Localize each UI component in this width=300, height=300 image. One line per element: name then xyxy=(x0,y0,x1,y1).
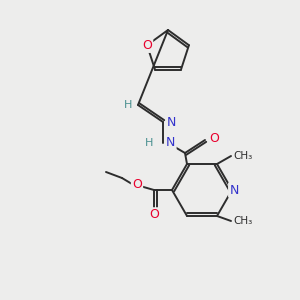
Text: N: N xyxy=(167,116,176,128)
Text: CH₃: CH₃ xyxy=(233,151,252,161)
Text: N: N xyxy=(166,136,175,149)
Text: N: N xyxy=(229,184,239,196)
Text: H: H xyxy=(124,100,132,110)
Text: H: H xyxy=(145,138,153,148)
Text: CH₃: CH₃ xyxy=(233,216,252,226)
Text: O: O xyxy=(142,39,152,52)
Text: O: O xyxy=(132,178,142,190)
Text: O: O xyxy=(209,131,219,145)
Text: O: O xyxy=(149,208,159,221)
